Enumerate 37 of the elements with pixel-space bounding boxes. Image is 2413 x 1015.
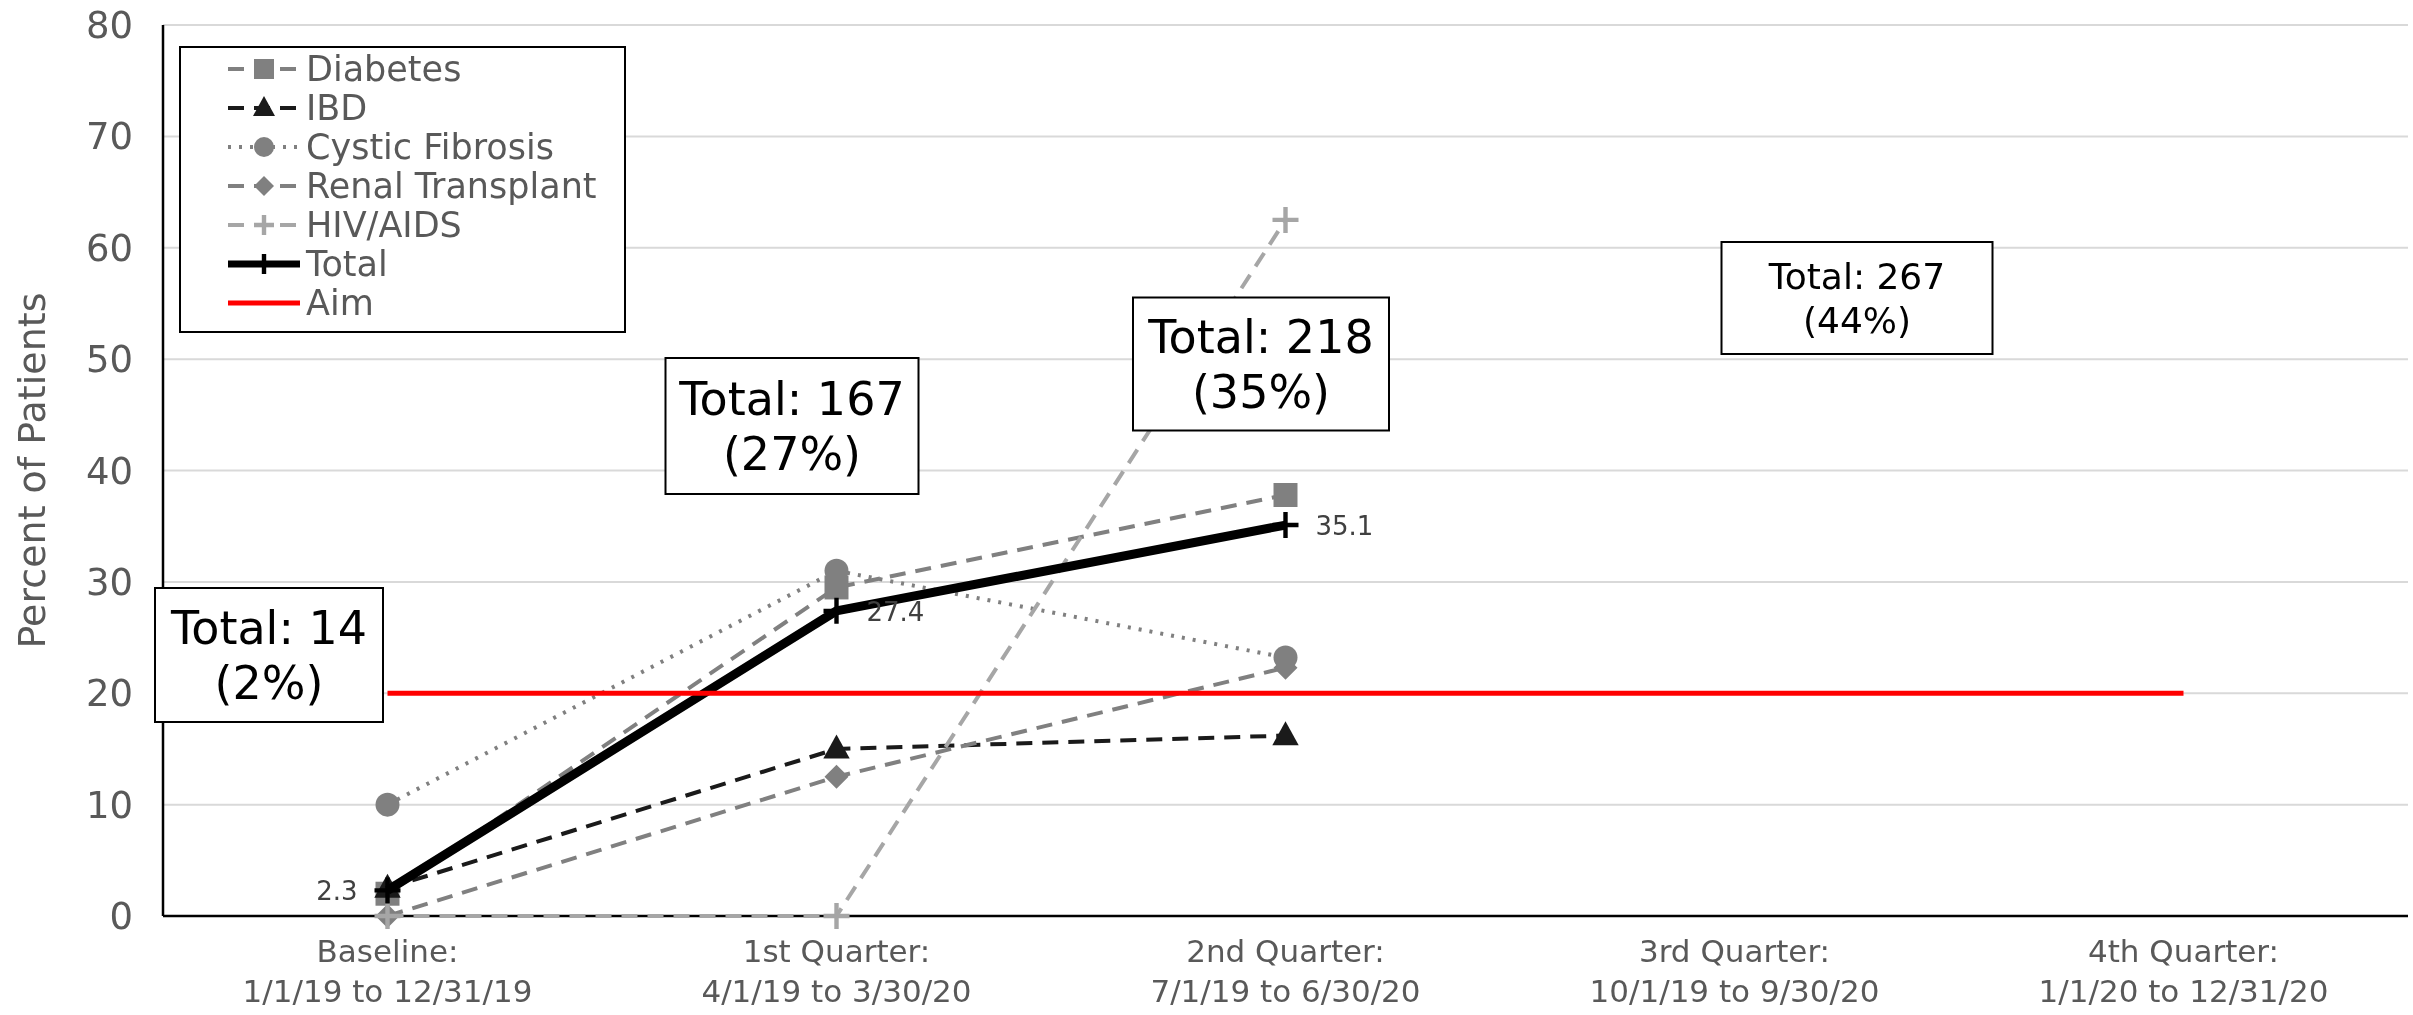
data-label: 27.4	[866, 596, 925, 627]
point	[1272, 206, 1299, 233]
annotation: Total: 14 (2%)	[169, 600, 368, 711]
y-tick-label: 60	[85, 226, 133, 270]
point	[1273, 483, 1298, 507]
y-tick-label: 30	[85, 560, 133, 604]
point	[375, 792, 400, 817]
y-tick-label: 80	[85, 4, 133, 47]
y-tick-label: 0	[109, 895, 133, 938]
point	[824, 764, 849, 789]
legend-label: Renal Transplant	[306, 166, 597, 206]
legend-label: Aim	[306, 283, 374, 323]
legend-label: Cystic Fibrosis	[306, 127, 554, 167]
y-tick-label: 10	[85, 783, 133, 827]
point	[1272, 512, 1299, 539]
x-tick-label: Baseline: 1/1/19 to 12/31/19	[242, 933, 533, 1009]
y-tick-label: 40	[85, 449, 133, 493]
x-tick-label: 3rd Quarter: 10/1/19 to 9/30/20	[1589, 933, 1880, 1009]
x-tick-label: 1st Quarter: 4/1/19 to 3/30/20	[701, 933, 972, 1009]
annotation: Total: 167 (27%)	[678, 371, 905, 482]
y-tick-label: 50	[85, 338, 133, 382]
legend-label: Total	[305, 244, 388, 284]
data-label: 2.3	[316, 876, 358, 907]
x-tick-label: 4th Quarter: 1/1/20 to 12/31/20	[2038, 933, 2329, 1009]
legend-label: Diabetes	[306, 49, 462, 89]
point	[823, 597, 850, 624]
point	[823, 903, 850, 929]
data-label: 35.1	[1315, 511, 1374, 542]
legend-label: IBD	[306, 88, 368, 128]
y-axis-title: Percent of Patients	[10, 292, 54, 649]
y-tick-label: 20	[85, 672, 133, 716]
annotation: Total: 218 (35%)	[1147, 309, 1374, 420]
point	[1272, 721, 1299, 746]
x-tick-label: 2nd Quarter: 7/1/19 to 6/30/20	[1150, 933, 1421, 1009]
y-tick-label: 70	[85, 115, 133, 159]
annotation: Total: 267 (44%)	[1767, 256, 1946, 341]
legend-label: HIV/AIDS	[306, 205, 462, 245]
